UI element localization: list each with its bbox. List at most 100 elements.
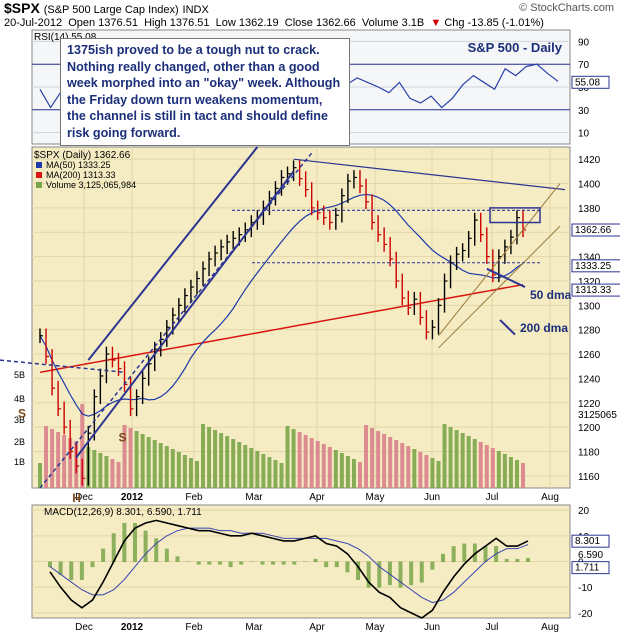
- volume-bar: [466, 436, 471, 488]
- macd-histogram-bar: [398, 561, 403, 588]
- volume-bar: [188, 458, 193, 488]
- rsi-label: RSI(14) 55.08: [34, 32, 97, 43]
- shoulder-right-label: S: [119, 431, 127, 445]
- volume-bar: [158, 443, 163, 488]
- volume-bar: [514, 460, 519, 488]
- volume-bar: [80, 404, 85, 488]
- volume-legend: Volume 3,125,065,984: [46, 180, 136, 190]
- macd-label: MACD(12,26,9) 8.301, 6.590, 1.711: [44, 507, 202, 518]
- volume-bar: [285, 426, 290, 488]
- price-tick-label: 1240: [578, 374, 601, 385]
- x-tick-label: Feb: [185, 492, 203, 503]
- macd-histogram-bar: [526, 557, 530, 562]
- macd-histogram-bar: [186, 561, 191, 562]
- volume-bar: [44, 426, 49, 488]
- channel-lower: [438, 225, 561, 349]
- macd-x-tick-label: 2012: [121, 622, 144, 633]
- volume-bar: [207, 427, 212, 488]
- price-tick-label: 1300: [578, 301, 601, 312]
- macd-histogram-bar: [207, 561, 212, 565]
- x-tick-label: Dec: [75, 492, 93, 503]
- macd-histogram-value-box: [571, 561, 610, 575]
- macd-histogram-bar: [249, 561, 254, 562]
- volume-bar: [140, 434, 145, 488]
- volume-bar: [134, 431, 139, 488]
- volume-bar: [339, 453, 344, 488]
- quote-low: Low 1362.19: [215, 17, 279, 29]
- x-tick-label: Jun: [424, 492, 440, 503]
- volume-bar: [315, 441, 320, 488]
- macd-histogram-bar: [143, 530, 148, 562]
- macd-x-tick-label: Jul: [486, 622, 499, 633]
- volume-bar: [164, 446, 169, 488]
- macd-histogram-bar: [302, 561, 307, 562]
- volume-bar: [297, 432, 302, 488]
- volume-bar: [50, 429, 55, 488]
- macd-histogram-bar: [409, 561, 414, 586]
- last-price-label: 1362.66: [575, 225, 612, 236]
- macd-histogram-bar: [345, 561, 350, 573]
- volume-bar: [38, 463, 42, 488]
- volume-tick-label: 3B: [14, 415, 25, 425]
- price-tick-label: 1380: [578, 204, 601, 215]
- volume-bar: [98, 453, 103, 488]
- macd-histogram-bar: [281, 561, 286, 565]
- volume-bar: [345, 456, 350, 488]
- price-tick-label: 1220: [578, 399, 601, 410]
- volume-bar: [291, 429, 296, 488]
- macd-histogram-bar: [58, 561, 63, 575]
- volume-bar: [62, 435, 67, 488]
- volume-bar: [267, 457, 272, 488]
- volume-bar: [521, 463, 525, 488]
- macd-histogram-bar: [504, 558, 509, 562]
- macd-histogram-bar: [313, 558, 318, 562]
- x-tick-label: May: [366, 492, 385, 503]
- macd-last-value: 8.301: [575, 536, 600, 547]
- quote-open: Open 1376.51: [68, 17, 138, 29]
- volume-bar: [279, 463, 284, 488]
- macd-histogram-bar: [260, 561, 265, 565]
- macd-x-tick-label: Jun: [424, 622, 440, 633]
- volume-bar: [400, 443, 405, 488]
- volume-tick-label: 1B: [14, 457, 25, 467]
- ma50-last-label: 1333.25: [575, 261, 612, 272]
- macd-x-tick-label: May: [366, 622, 385, 633]
- volume-bar: [201, 424, 206, 488]
- volume-bar: [194, 461, 199, 488]
- volume-bar: [351, 459, 356, 488]
- trendline-dashed-support: [39, 152, 313, 489]
- volume-swatch: [36, 182, 42, 188]
- volume-bar: [255, 451, 260, 488]
- last-price-label-box: [571, 223, 620, 237]
- ma200-line: [39, 283, 524, 374]
- ma200-last-label-box: [571, 283, 620, 297]
- rsi-tick-label: 70: [578, 60, 590, 71]
- dma200-annotation: 200 dma: [520, 321, 568, 335]
- quote-change-arrow: ▼: [430, 17, 442, 29]
- volume-bar: [243, 445, 248, 488]
- volume-bar: [460, 433, 465, 488]
- head-label: H: [72, 491, 81, 505]
- macd-histogram-bar: [90, 561, 95, 568]
- volume-bar: [388, 437, 393, 488]
- resistance-box: [489, 207, 541, 224]
- x-tick-label: Jul: [486, 492, 499, 503]
- volume-bar: [92, 450, 97, 488]
- ma200-last-label: 1313.33: [575, 285, 612, 296]
- rsi-last-value-box: [571, 75, 610, 89]
- macd-histogram-bar: [483, 546, 488, 562]
- macd-histogram-bar: [101, 548, 106, 562]
- volume-bar: [418, 452, 423, 488]
- volume-bar: [502, 454, 507, 488]
- volume-bar: [424, 455, 429, 488]
- price-title: $SPX (Daily) 1362.66: [34, 150, 131, 161]
- volume-bar: [152, 440, 157, 488]
- price-tick-label: 1200: [578, 423, 601, 434]
- price-tick-label: 1280: [578, 326, 601, 337]
- chart-symbol: $SPX (S&P 500 Large Cap Index) INDX: [4, 0, 209, 16]
- macd-histogram-bar: [48, 561, 52, 568]
- macd-histogram-bar: [111, 533, 116, 562]
- macd-histogram-bar: [356, 561, 361, 580]
- volume-bar: [370, 428, 375, 488]
- ma50-last-label-box: [571, 259, 620, 273]
